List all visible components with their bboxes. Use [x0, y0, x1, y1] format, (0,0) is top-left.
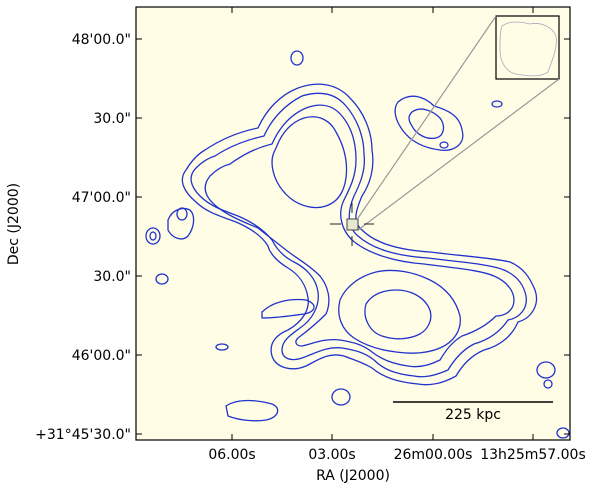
contour-blob	[536, 361, 556, 379]
contour-blob	[491, 100, 503, 108]
zoom-inset	[495, 15, 560, 80]
contour-blob	[149, 231, 157, 241]
contour-knot-right-inner	[408, 108, 445, 140]
contour-upper-lobe-2	[190, 92, 527, 378]
y-tick-label: 46'00.0"	[72, 348, 131, 364]
contour-layer	[145, 21, 570, 439]
contour-lower-lobe-4	[338, 269, 461, 354]
y-tick-label: 48'00.0"	[72, 32, 131, 48]
y-tick-label: 30.0"	[93, 111, 131, 127]
x-tick-label: 26m00.00s	[394, 447, 473, 463]
contour-knot-right	[394, 95, 464, 151]
y-axis	[136, 38, 570, 435]
contour-blob	[439, 141, 449, 149]
contour-blob	[290, 50, 304, 66]
y-tick-label: 30.0"	[93, 269, 131, 285]
plot-frame	[135, 6, 571, 441]
contour-upper-lobe-core	[271, 116, 348, 209]
scale-bar-label: 225 kpc	[445, 407, 501, 423]
inset-contour	[499, 21, 557, 77]
contour-blob	[155, 273, 169, 285]
y-tick-label: 47'00.0"	[72, 190, 131, 206]
contour-upper-lobe-3	[204, 104, 515, 368]
contour-blob	[145, 227, 161, 245]
contour-blob	[331, 388, 351, 406]
contour-blob	[556, 427, 570, 439]
source-marker	[330, 203, 374, 246]
contour-filament-left	[261, 298, 315, 319]
contour-lower-lobe-core	[364, 289, 432, 340]
y-tick-label: +31°45'30.0"	[35, 427, 131, 443]
x-tick-label: 06.00s	[208, 447, 255, 463]
contour-upper-lobe-outer	[181, 83, 538, 386]
zoom-connector-line	[357, 15, 497, 219]
x-tick-label: 13h25m57.00s	[480, 447, 586, 463]
x-axis-title: RA (J2000)	[316, 468, 390, 484]
contour-blob	[215, 343, 229, 351]
x-axis	[231, 7, 534, 440]
contour-blob	[167, 207, 195, 240]
contour-blob	[543, 379, 553, 389]
contour-blob	[225, 399, 279, 422]
zoom-connector-line	[357, 78, 560, 231]
x-tick-label: 03.00s	[308, 447, 355, 463]
y-axis-title: Dec (J2000)	[6, 183, 22, 265]
